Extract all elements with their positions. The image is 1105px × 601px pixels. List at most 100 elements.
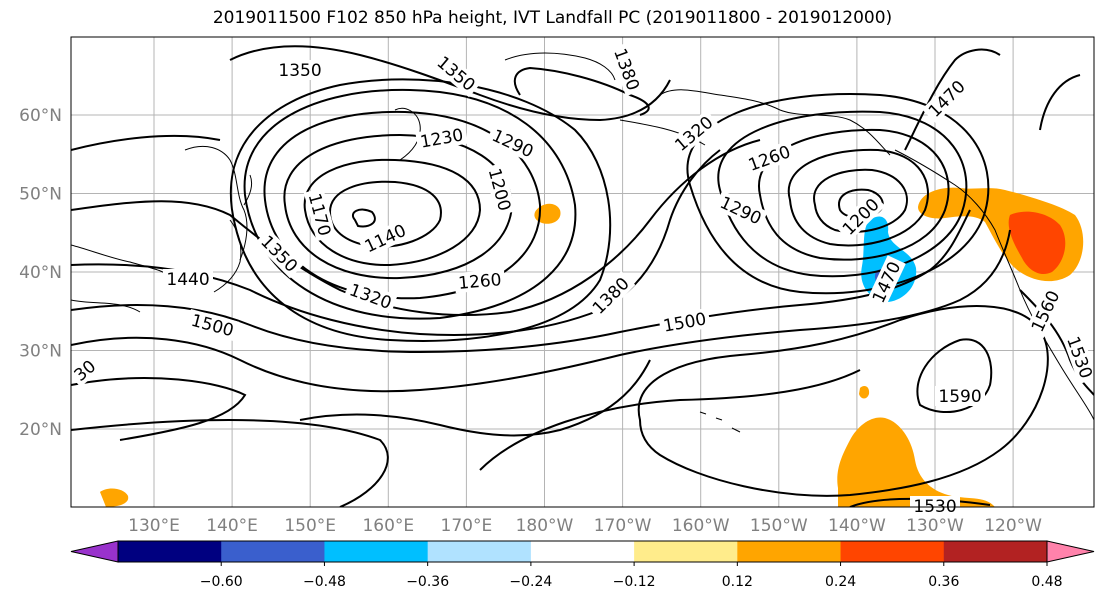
lon-label: 120°W bbox=[984, 516, 1042, 536]
map-title: 2019011500 F102 850 hPa height, IVT Land… bbox=[212, 8, 893, 28]
lon-label: 170°E bbox=[441, 516, 493, 536]
colorbar-segment bbox=[221, 541, 325, 562]
lon-label: 160°E bbox=[362, 516, 414, 536]
height-contour bbox=[352, 208, 376, 228]
contour-label: 1440 bbox=[166, 270, 209, 290]
height-contour bbox=[813, 168, 908, 233]
colorbar-segment bbox=[118, 541, 222, 562]
colorbar-segment bbox=[840, 541, 945, 562]
height-contour bbox=[71, 359, 651, 441]
height-contour bbox=[71, 229, 1011, 393]
coast-hawaii bbox=[699, 411, 741, 433]
lon-label: 150°E bbox=[284, 516, 336, 536]
colorbar-tick-label: 0.48 bbox=[1031, 574, 1062, 590]
height-contour bbox=[328, 180, 442, 248]
height-contours bbox=[71, 45, 1094, 507]
colorbar-segment bbox=[634, 541, 738, 562]
contour-label-background bbox=[163, 269, 213, 289]
colorbar-outline bbox=[117, 540, 1048, 563]
contour-label-background bbox=[1025, 284, 1065, 339]
longitude-labels: 130°E 140°E 150°E 160°E 170°E 180°W 170°W 160°W… bbox=[128, 516, 1042, 536]
contour-label-background bbox=[303, 187, 337, 242]
lon-label: 130°E bbox=[128, 516, 180, 536]
contour-label-background bbox=[343, 278, 398, 315]
height-contour bbox=[787, 148, 929, 247]
height-contour bbox=[243, 88, 577, 320]
contour-label-background bbox=[275, 60, 325, 80]
colorbar-extend-low bbox=[70, 540, 119, 563]
lat-label: 50°N bbox=[19, 185, 62, 205]
height-contour bbox=[303, 158, 482, 267]
colorbar-tick-label: 0.36 bbox=[928, 574, 959, 590]
contour-label-group: 1590 bbox=[935, 386, 985, 407]
colorbar-segment bbox=[530, 541, 635, 562]
height-contour bbox=[637, 305, 1049, 497]
contour-label-background bbox=[415, 123, 469, 153]
height-contour bbox=[71, 134, 761, 316]
lon-label: 130°W bbox=[906, 516, 964, 536]
colorbar-tick-label: −0.12 bbox=[613, 574, 656, 590]
contour-label-background bbox=[658, 307, 712, 337]
contour-label-background bbox=[585, 270, 636, 321]
contour-label-background bbox=[866, 255, 906, 310]
colorbar-segment bbox=[737, 541, 842, 562]
contour-label-background bbox=[713, 190, 768, 230]
contour-label-group: 1260 bbox=[454, 268, 506, 294]
contour-label-background bbox=[358, 218, 413, 258]
contour-label-background bbox=[835, 191, 886, 242]
coast-na-west bbox=[894, 149, 1094, 421]
colorbar-tick-label: 0.12 bbox=[722, 574, 753, 590]
contour-label-background bbox=[921, 73, 972, 124]
contour-label-background bbox=[185, 308, 240, 342]
height-contour bbox=[904, 48, 1081, 151]
colorbar-tick-label: −0.36 bbox=[406, 574, 449, 590]
contour-label-group: 1440 bbox=[163, 269, 213, 290]
height-contour bbox=[71, 209, 971, 354]
height-contour bbox=[263, 110, 542, 300]
height-contour bbox=[916, 338, 993, 414]
lon-label: 140°E bbox=[206, 516, 258, 536]
contour-label-background bbox=[483, 162, 517, 217]
colorbar-tick-label: −0.48 bbox=[303, 574, 346, 590]
contour-label-background bbox=[67, 353, 102, 388]
height-contour bbox=[229, 78, 612, 342]
ivt-patch-strong bbox=[1008, 211, 1066, 275]
height-contour bbox=[717, 110, 968, 278]
lat-label: 20°N bbox=[19, 420, 62, 440]
lat-label: 60°N bbox=[19, 106, 62, 126]
contour-label-background bbox=[608, 42, 645, 97]
contour-label-background bbox=[910, 496, 960, 516]
contour-label-background bbox=[254, 228, 305, 279]
contour-label-background bbox=[742, 140, 797, 177]
map-frame bbox=[70, 36, 1095, 508]
lon-label: 140°W bbox=[828, 516, 886, 536]
contour-label-group: 1350 bbox=[275, 60, 325, 81]
colorbar: −0.60 −0.48 −0.36 −0.24 −0.12 0.12 0.24 0.36 0.4… bbox=[70, 540, 1095, 590]
contour-label-background bbox=[668, 109, 720, 158]
lon-label: 160°W bbox=[672, 516, 730, 536]
latitude-labels: 60°N 50°N 40°N 30°N 20°N bbox=[19, 106, 62, 440]
graticule bbox=[71, 37, 1094, 507]
lon-label: 170°W bbox=[594, 516, 652, 536]
contour-label-background bbox=[454, 268, 506, 294]
colorbar-tick-label: −0.24 bbox=[509, 574, 552, 590]
height-contour bbox=[686, 93, 990, 295]
colorbar-tick-label: 0.24 bbox=[825, 574, 856, 590]
contour-label-background bbox=[485, 123, 540, 163]
height-contour bbox=[513, 66, 650, 116]
colorbar-tick-label: −0.60 bbox=[200, 574, 243, 590]
colorbar-extend-high bbox=[1046, 540, 1095, 563]
lon-label: 150°W bbox=[750, 516, 808, 536]
ivt-patch-south bbox=[837, 417, 995, 507]
contour-label-background bbox=[1061, 330, 1098, 385]
coast-kamchatka bbox=[394, 107, 421, 161]
lon-label: 180°W bbox=[516, 516, 574, 536]
colorbar-segment bbox=[427, 541, 532, 562]
height-contour bbox=[71, 369, 861, 507]
height-contour bbox=[71, 149, 721, 336]
height-contour bbox=[757, 128, 950, 261]
contour-label: 1590 bbox=[938, 387, 981, 407]
contour-label: 1350 bbox=[278, 61, 321, 81]
